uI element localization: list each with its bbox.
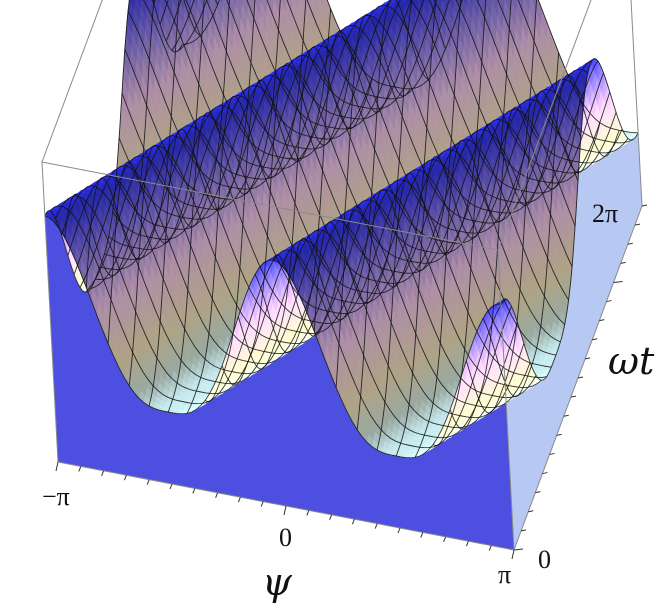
- surface-side-wall: [500, 58, 642, 550]
- surface: [44, 0, 642, 550]
- box-edge: [41, 0, 103, 163]
- surface-front-wall: [44, 216, 515, 550]
